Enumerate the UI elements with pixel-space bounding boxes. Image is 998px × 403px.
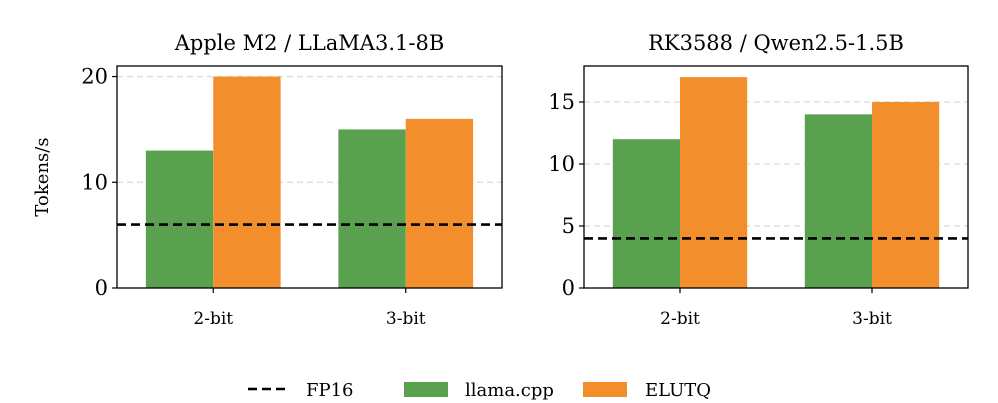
x-tick-label: 3-bit xyxy=(852,309,892,329)
bar-elutq-2-bit xyxy=(213,76,281,288)
bar-llama-cpp-3-bit xyxy=(804,114,872,288)
x-tick-label: 2-bit xyxy=(193,309,233,329)
legend-item-llama-cpp: llama.cpp xyxy=(404,380,554,401)
y-tick-label: 15 xyxy=(548,90,575,114)
legend-label: FP16 xyxy=(306,380,354,401)
plot-frame xyxy=(116,65,503,289)
y-tick-label: 5 xyxy=(562,214,575,238)
panel-1: 2-bit 3-bit 0 10 20 Apple M2 / LLaMA3.1-8B Tok… xyxy=(32,31,503,329)
x-tick-label: 3-bit xyxy=(386,309,426,329)
bar-elutq-2-bit xyxy=(680,77,748,288)
x-tick-label: 2-bit xyxy=(660,309,700,329)
chart-title: Apple M2 / LLaMA3.1-8B xyxy=(174,31,445,55)
y-tick-label: 0 xyxy=(562,276,575,300)
y-tick-label: 0 xyxy=(95,276,108,300)
panel-2: 2-bit 3-bit 0 5 10 15 RK3588 / Qwen2.5-1.5B xyxy=(548,31,969,329)
legend-swatch xyxy=(583,382,627,397)
legend-item-fp16: FP16 xyxy=(248,380,354,401)
legend-swatch xyxy=(404,382,448,397)
bar-llama-cpp-3-bit xyxy=(338,129,406,288)
chart-title: RK3588 / Qwen2.5-1.5B xyxy=(648,31,904,55)
y-axis-label: Tokens/s xyxy=(32,137,53,216)
y-tick-label: 10 xyxy=(81,170,108,194)
legend-label: llama.cpp xyxy=(465,380,554,401)
legend-label: ELUTQ xyxy=(645,380,711,401)
bar-elutq-3-bit xyxy=(872,101,940,288)
legend-item-elutq: ELUTQ xyxy=(583,380,711,401)
legend: FP16 llama.cpp ELUTQ xyxy=(248,380,711,401)
plot-frame xyxy=(583,65,969,289)
bar-llama-cpp-2-bit xyxy=(612,139,680,288)
y-tick-label: 10 xyxy=(548,152,575,176)
y-tick-label: 20 xyxy=(81,65,108,89)
bar-elutq-3-bit xyxy=(405,118,474,288)
bar-llama-cpp-2-bit xyxy=(145,150,214,288)
